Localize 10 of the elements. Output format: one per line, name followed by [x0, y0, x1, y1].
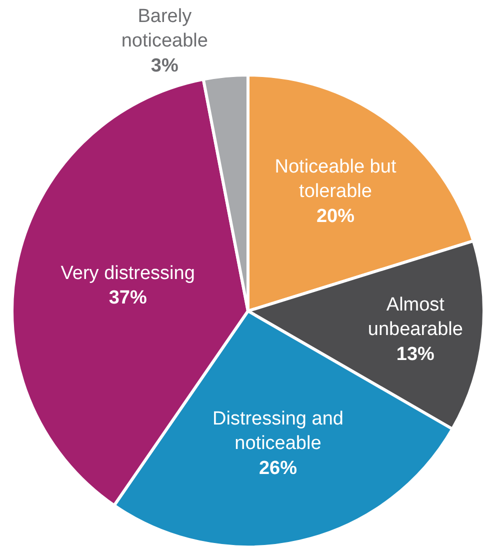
slice-label: Very distressing — [60, 263, 195, 284]
slice-label: Almost unbearable — [368, 294, 463, 340]
data-label: 20% — [316, 206, 355, 227]
data-label: 37% — [108, 288, 147, 309]
slice-label: Barely noticeable — [121, 6, 208, 52]
data-label: 3% — [150, 55, 178, 76]
data-label: 13% — [396, 344, 435, 365]
slice-label: Distressing and noticeable — [212, 408, 344, 454]
data-label: 26% — [258, 458, 298, 479]
slice-label: Noticeable but tolerable — [274, 156, 397, 202]
